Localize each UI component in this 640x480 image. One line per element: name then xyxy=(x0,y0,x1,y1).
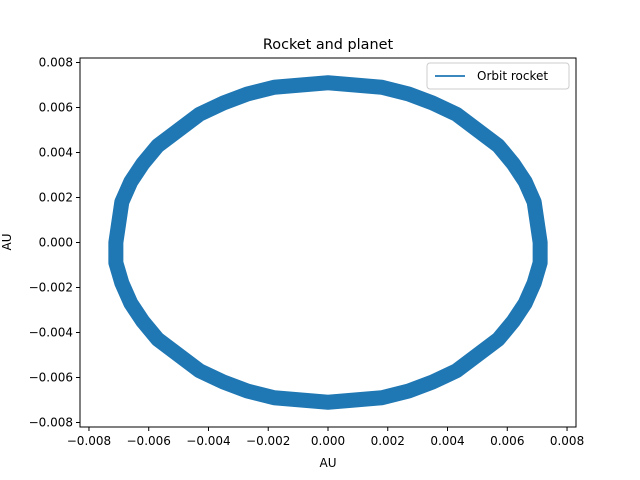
x-tick-label: 0.006 xyxy=(490,434,524,448)
series-line-0 xyxy=(108,75,548,410)
x-tick-label: −0.002 xyxy=(246,434,290,448)
x-axis: −0.008 −0.006 −0.004 −0.002 0.000 0.002 0.004 0… xyxy=(67,427,584,448)
x-tick-label: 0.002 xyxy=(371,434,405,448)
x-axis-label: AU xyxy=(320,456,337,470)
y-axis-label: AU xyxy=(0,234,14,251)
y-tick-label: −0.004 xyxy=(29,326,73,340)
legend-label: Orbit rocket xyxy=(477,69,548,83)
y-tick-label: −0.006 xyxy=(29,371,73,385)
legend-box xyxy=(426,62,570,90)
x-tick-label: 0.004 xyxy=(430,434,464,448)
y-tick-label: 0.000 xyxy=(39,236,73,250)
y-tick-label: 0.006 xyxy=(39,101,73,115)
y-tick-label: −0.008 xyxy=(29,416,73,430)
chart-title: Rocket and planet xyxy=(263,37,394,53)
x-tick-label: −0.008 xyxy=(67,434,111,448)
x-tick-label: 0.000 xyxy=(311,434,345,448)
x-tick-label: 0.008 xyxy=(550,434,584,448)
y-axis: −0.008 −0.006 −0.004 −0.002 0.000 0.002 0.004 0… xyxy=(29,56,80,430)
y-tick-label: 0.004 xyxy=(39,146,73,160)
x-tick-label: −0.004 xyxy=(186,434,230,448)
y-tick-label: −0.002 xyxy=(29,281,73,295)
y-tick-label: 0.008 xyxy=(39,56,73,70)
x-tick-label: −0.006 xyxy=(127,434,171,448)
legend: Orbit rocket xyxy=(426,62,570,90)
y-tick-label: 0.002 xyxy=(39,191,73,205)
